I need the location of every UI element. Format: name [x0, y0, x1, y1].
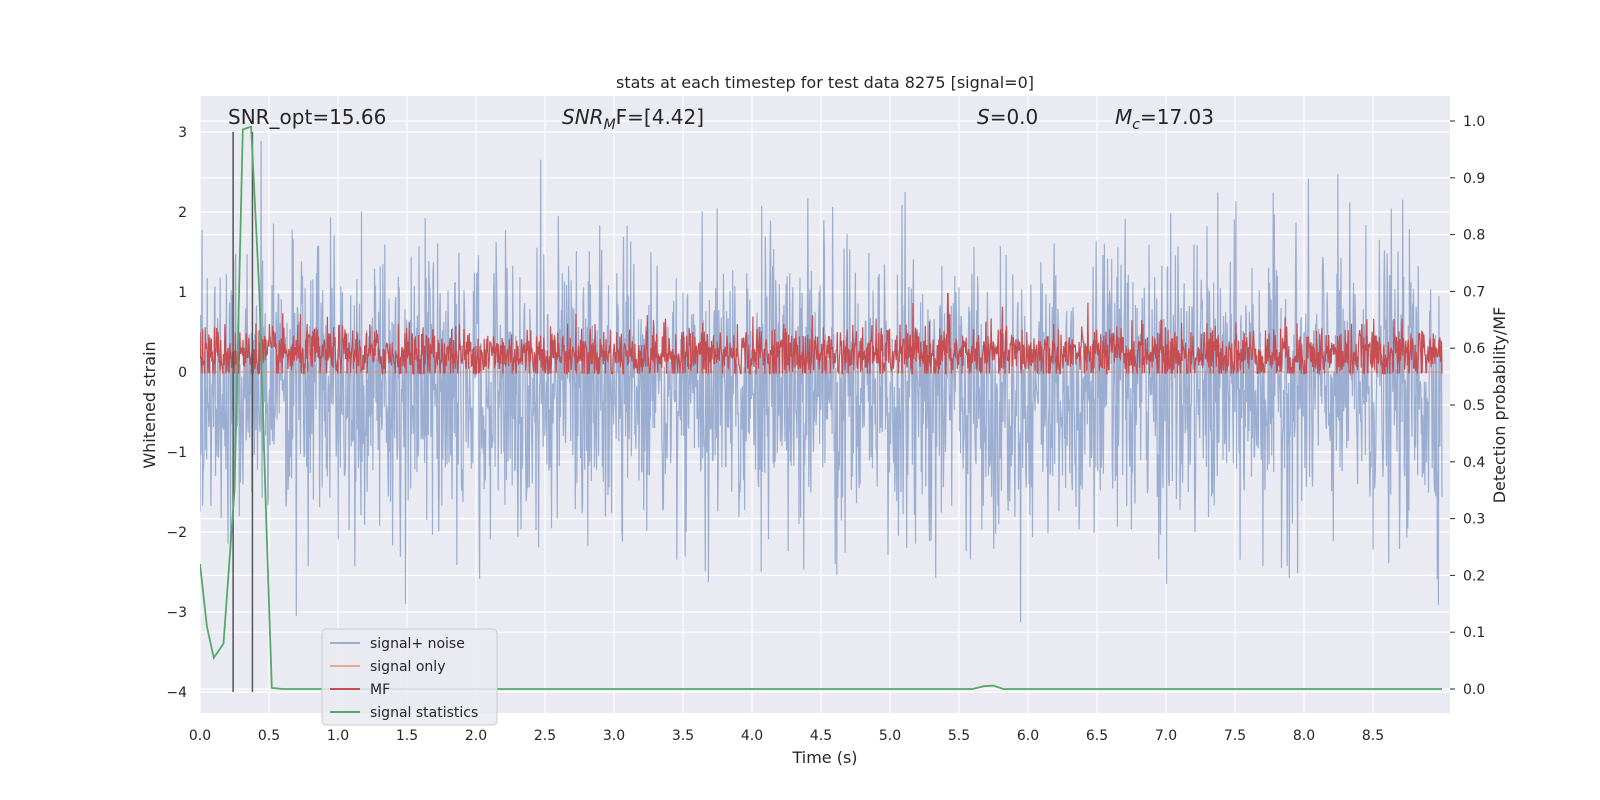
- y-axis-label-right: Detection probability/MF: [1490, 307, 1509, 504]
- x-tick-label: 7.0: [1155, 728, 1177, 744]
- y-tick-label: 2: [178, 205, 187, 221]
- x-tick-label: 8.5: [1362, 728, 1384, 744]
- y2-tick-label: 0.3: [1463, 512, 1485, 528]
- y-tick-label: 1: [178, 285, 187, 301]
- x-tick-label: 3.5: [672, 728, 694, 744]
- y2-tick-label: 0.1: [1463, 625, 1485, 641]
- y2-tick-label: 0.4: [1463, 455, 1485, 471]
- x-tick-label: 4.5: [810, 728, 832, 744]
- x-tick-label: 4.0: [741, 728, 763, 744]
- y2-tick-label: 0.6: [1463, 341, 1485, 357]
- x-tick-label: 0.0: [189, 728, 211, 744]
- x-axis-label: Time (s): [791, 748, 857, 767]
- x-tick-label: 0.5: [258, 728, 280, 744]
- annotation-mc-value: =17.03: [1140, 105, 1214, 129]
- annotation-s-stat: S=0.0: [977, 105, 1038, 129]
- x-tick-label: 5.5: [948, 728, 970, 744]
- y2-tick-label: 0.0: [1463, 682, 1485, 698]
- x-tick-labels: 0.0 0.5 1.0 1.5 2.0 2.5 3.0 3.5 4.0 4.5 5.0 5.5 6.0 6…: [189, 728, 1384, 744]
- annotation-mc-sub: c: [1132, 117, 1140, 133]
- annotation-snr-opt: SNR_opt=15.66: [228, 105, 386, 129]
- x-tick-label: 2.0: [465, 728, 487, 744]
- x-tick-label: 8.0: [1293, 728, 1315, 744]
- y-tick-label: −3: [166, 605, 187, 621]
- x-tick-label: 1.0: [327, 728, 349, 744]
- y-tick-label: 0: [178, 365, 187, 381]
- legend-label-mf: MF: [370, 682, 390, 698]
- y-tick-label: −2: [166, 525, 187, 541]
- y-tick-label: −1: [166, 445, 187, 461]
- annotation-snr-mf-base: SNR: [562, 105, 604, 129]
- x-tick-label: 1.5: [396, 728, 418, 744]
- y2-tick-label: 1.0: [1463, 114, 1485, 130]
- x-tick-label: 5.0: [879, 728, 901, 744]
- x-tick-label: 6.5: [1086, 728, 1108, 744]
- y-tick-labels-right: 0.0 0.1 0.2 0.3 0.4 0.5 0.6 0.7 0.8 0.9 1.0: [1450, 114, 1485, 698]
- chart-title: stats at each timestep for test data 827…: [616, 73, 1034, 92]
- x-tick-label: 7.5: [1224, 728, 1246, 744]
- event-vertical-lines: [232, 132, 254, 692]
- annotation-s-value: =0.0: [990, 105, 1039, 129]
- y2-tick-label: 0.9: [1463, 171, 1485, 187]
- annotation-s-symbol: S: [977, 105, 990, 129]
- y-axis-label: Whitened strain: [140, 341, 159, 468]
- x-tick-label: 2.5: [534, 728, 556, 744]
- legend-label-signal-only: signal only: [370, 659, 445, 675]
- annotation-chirp-mass: Mc=17.03: [1115, 105, 1214, 133]
- legend: signal+ noise signal only MF signal stat…: [321, 628, 498, 726]
- annotation-snr-mf-rest: F=[4.42]: [616, 105, 704, 129]
- annotation-snr-mf: SNRMF=[4.42]: [562, 105, 704, 133]
- legend-label-signal-statistics: signal statistics: [370, 705, 478, 721]
- y2-tick-label: 0.5: [1463, 398, 1485, 414]
- series-signal-statistics: [200, 125, 1442, 690]
- x-tick-label: 6.0: [1017, 728, 1039, 744]
- annotation-snr-mf-sub: M: [604, 117, 616, 133]
- y2-tick-label: 0.7: [1463, 284, 1485, 300]
- y2-tick-label: 0.2: [1463, 568, 1485, 584]
- legend-label-signal-noise: signal+ noise: [370, 636, 465, 652]
- x-tick-label: 3.0: [603, 728, 625, 744]
- annotation-mc-symbol: M: [1115, 105, 1132, 129]
- y-tick-label: 3: [178, 125, 187, 141]
- y-tick-label: −4: [166, 685, 187, 701]
- y2-tick-label: 0.8: [1463, 228, 1485, 244]
- series-mf: [200, 293, 1443, 376]
- y-tick-labels-left: −4 −3 −2 −1 0 1 2 3: [166, 125, 187, 701]
- legend-box: [321, 628, 498, 726]
